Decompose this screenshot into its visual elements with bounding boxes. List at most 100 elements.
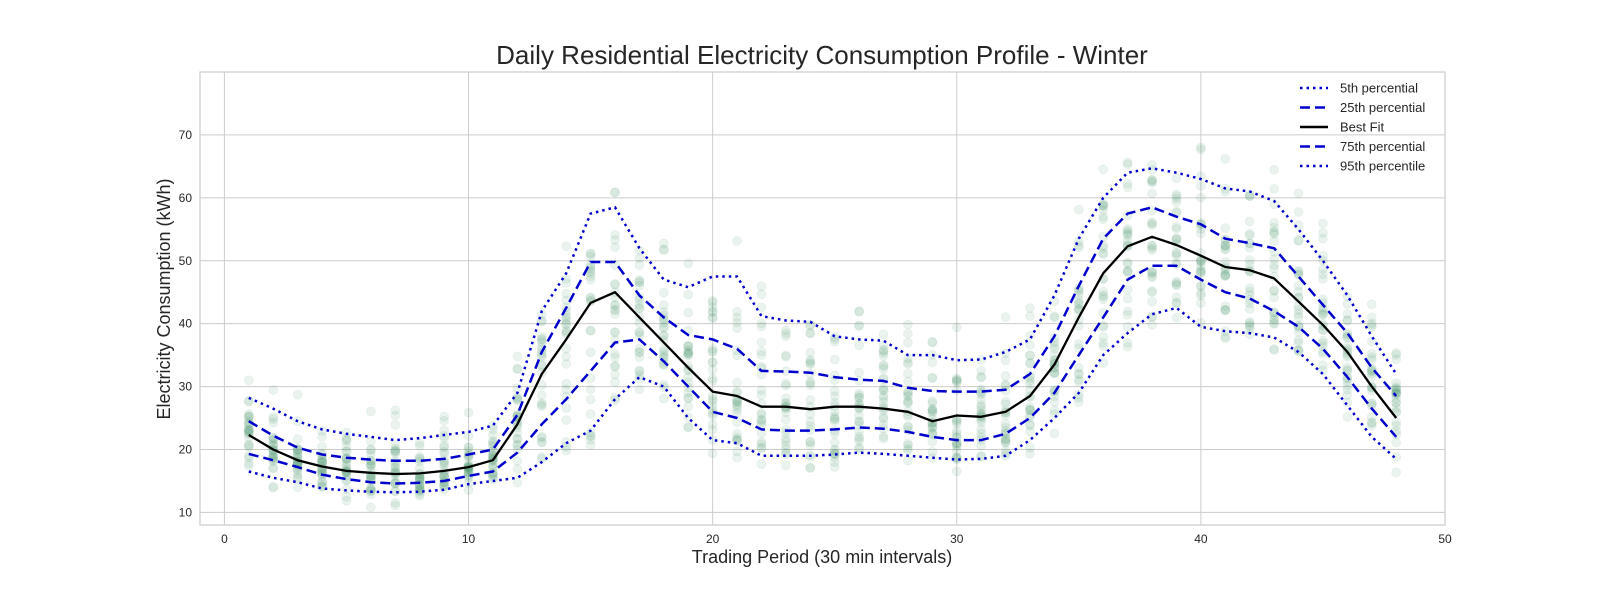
observation-point: [610, 348, 620, 359]
observation-point: [829, 334, 840, 345]
observation-point: [927, 446, 938, 457]
observation-point: [1000, 437, 1011, 448]
observation-point: [1269, 222, 1280, 233]
observation-point: [951, 425, 962, 436]
observation-point: [878, 329, 889, 340]
observation-point: [1366, 365, 1377, 376]
observation-point: [756, 281, 767, 292]
observation-point: [1049, 409, 1060, 420]
observation-point: [1122, 309, 1133, 320]
observation-point: [1220, 153, 1231, 164]
observation-point: [902, 438, 913, 449]
observation-point: [732, 452, 743, 463]
observation-point: [1317, 233, 1328, 244]
observation-point: [1195, 290, 1206, 301]
observation-point: [658, 321, 669, 332]
observation-point: [951, 375, 962, 386]
observation-point: [512, 395, 523, 406]
observation-point: [585, 427, 596, 438]
observation-point: [1244, 255, 1255, 266]
x-tick-label: 10: [462, 532, 476, 546]
observation-point: [1025, 375, 1035, 386]
observation-point: [439, 415, 450, 426]
observation-point: [1220, 240, 1231, 251]
observation-point: [1122, 258, 1133, 269]
observation-point: [1366, 398, 1377, 409]
observation-point: [1122, 225, 1133, 236]
observation-point: [341, 495, 352, 506]
observation-point: [732, 235, 743, 246]
observation-point: [829, 416, 840, 427]
observation-point: [512, 351, 523, 362]
observation-point: [756, 459, 767, 470]
observation-point: [1073, 295, 1084, 306]
observation-point: [805, 376, 816, 387]
observation-point: [292, 389, 303, 400]
observation-point: [585, 248, 596, 259]
legend: 5th percential 25th percential Best Fit 75t…: [1300, 81, 1425, 174]
observation-point: [780, 350, 791, 361]
observation-point: [1098, 205, 1109, 216]
observation-point: [1269, 253, 1280, 264]
observation-point: [1317, 218, 1328, 229]
observation-point: [927, 403, 938, 414]
observation-point: [268, 450, 279, 461]
observation-point: [341, 446, 352, 457]
observation-point: [1269, 164, 1280, 175]
observation-point: [756, 346, 767, 357]
observation-point: [634, 366, 645, 377]
observation-point: [439, 442, 450, 453]
observation-point: [1171, 276, 1182, 287]
observation-point: [1098, 211, 1109, 222]
observation-point: [561, 315, 572, 326]
observation-point: [536, 331, 547, 342]
observation-point: [805, 436, 816, 447]
observation-point: [1220, 305, 1231, 316]
observation-point: [1025, 311, 1035, 322]
observation-point: [878, 393, 889, 404]
observation-point: [854, 367, 865, 378]
series-line-75th-percential: [248, 206, 1398, 463]
observation-point: [1391, 437, 1402, 448]
observation-point: [1122, 178, 1133, 189]
observation-point: [1317, 309, 1328, 320]
observation-point: [756, 442, 767, 453]
observation-point: [1220, 333, 1231, 344]
observation-point: [1244, 320, 1255, 331]
observation-point: [414, 438, 425, 449]
observation-point: [878, 431, 889, 442]
observation-point: [1049, 405, 1060, 416]
observation-point: [1366, 299, 1377, 310]
observation-point: [1049, 340, 1060, 351]
observation-point: [854, 431, 865, 442]
observation-point: [829, 406, 840, 417]
observation-point: [1171, 173, 1182, 184]
observation-point: [683, 422, 694, 433]
observation-point: [1293, 220, 1304, 231]
observation-point: [1269, 260, 1280, 271]
observation-point: [463, 442, 474, 453]
observation-point: [634, 303, 645, 314]
observation-point: [1244, 242, 1255, 253]
observation-point: [1293, 280, 1304, 291]
observation-point: [1073, 362, 1084, 373]
observation-point: [634, 276, 645, 287]
observation-point: [1391, 451, 1402, 462]
observation-point: [902, 368, 913, 379]
observation-point: [1000, 371, 1011, 382]
observation-point: [561, 288, 572, 299]
observation-point: [536, 337, 547, 348]
observation-point: [756, 407, 767, 418]
observation-point: [732, 404, 743, 415]
observation-point: [512, 433, 523, 444]
observation-point: [1122, 257, 1133, 268]
observation-point: [243, 458, 254, 469]
observation-point: [829, 444, 840, 455]
observation-point: [707, 419, 718, 430]
observation-point: [829, 411, 840, 422]
observation-point: [1147, 177, 1158, 188]
observation-point: [1342, 380, 1353, 391]
observation-point: [1317, 227, 1328, 238]
observation-point: [732, 306, 743, 317]
observation-point: [878, 413, 889, 424]
